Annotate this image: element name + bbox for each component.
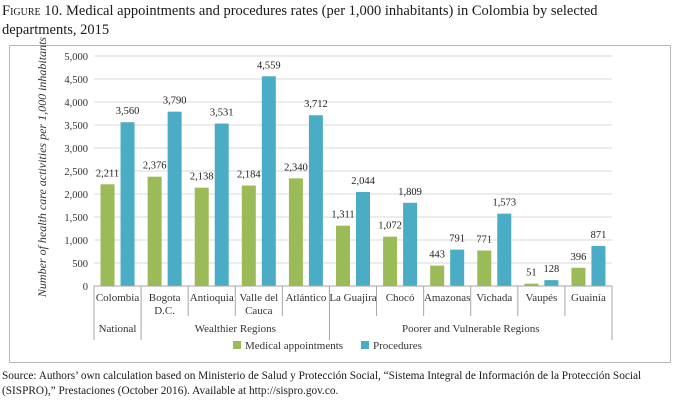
data-label: 3,712	[304, 99, 328, 110]
x-tick-label: Chocó	[386, 292, 415, 304]
figure-label: Figure 10.	[2, 3, 63, 19]
data-label: 2,211	[96, 168, 119, 179]
bar-medical-appointments	[241, 185, 256, 286]
x-tick-label: Amazonas	[424, 292, 470, 304]
data-label: 2,376	[143, 161, 167, 172]
bar-medical-appointments	[383, 236, 398, 286]
y-tick-label: 4,000	[64, 98, 88, 109]
y-tick-label: 2,000	[64, 190, 88, 201]
data-label: 771	[476, 235, 492, 246]
bar-medical-appointments	[147, 176, 162, 286]
x-tick-label: Antioquia	[190, 292, 234, 304]
y-tick-label: 500	[72, 259, 88, 270]
legend-swatch-medical-appointments	[233, 341, 241, 349]
legend-label: Procedures	[373, 340, 422, 352]
data-label: 2,044	[351, 176, 375, 187]
bar-procedures	[214, 123, 229, 286]
data-label: 396	[571, 252, 587, 263]
data-label: 2,184	[237, 170, 261, 181]
group-label: Wealthier Regions	[195, 323, 276, 335]
x-tick-label: Bogota	[149, 292, 181, 304]
y-tick-label: 3,000	[64, 144, 88, 155]
bar-medical-appointments	[288, 178, 303, 286]
bar-chart: 0 500 1,000 1,500 2,000 2,500 3,000 3,500 4,000 4…	[35, 37, 613, 352]
bar-procedures	[591, 245, 606, 286]
legend-label: Medical appointments	[245, 340, 343, 352]
bar-procedures	[308, 115, 323, 286]
data-label: 1,573	[492, 198, 516, 209]
bar-procedures	[167, 111, 182, 286]
x-tick-label: Valle del	[239, 292, 278, 304]
y-tick-label: 1,500	[64, 213, 88, 224]
chart-frame	[9, 45, 671, 363]
bar-procedures	[120, 122, 135, 287]
data-label: 128	[543, 264, 559, 275]
legend-swatch-procedures	[361, 341, 369, 349]
bar-medical-appointments	[571, 267, 586, 286]
y-tick-label: 1,000	[64, 236, 88, 247]
data-label: 51	[526, 268, 537, 279]
figure-source: Source: Authors’ own calculation based o…	[2, 370, 642, 397]
bar-medical-appointments	[194, 187, 209, 286]
y-tick-label: 4,500	[64, 75, 88, 86]
group-label: Poorer and Vulnerable Regions	[402, 323, 540, 335]
bar-procedures	[544, 280, 559, 286]
y-tick-label: 3,500	[64, 121, 88, 132]
x-tick-label: Guainía	[571, 292, 606, 304]
x-tick-label: D.C.	[154, 305, 175, 317]
x-tick-label: La Guajira	[329, 292, 376, 304]
data-label: 1,311	[331, 210, 354, 221]
bar-procedures	[403, 202, 418, 286]
bar-medical-appointments	[524, 283, 539, 286]
figure-title-text: Medical appointments and procedures rate…	[2, 3, 598, 38]
x-tick-label: Vichada	[476, 292, 512, 304]
data-label: 3,790	[163, 96, 187, 107]
data-label: 1,809	[398, 187, 422, 198]
data-label: 443	[429, 250, 445, 261]
bar-medical-appointments	[336, 225, 350, 286]
x-tick-label: Vaupés	[525, 292, 557, 304]
bar-procedures	[356, 191, 370, 286]
data-label: 3,560	[116, 106, 140, 117]
y-tick-label: 2,500	[64, 167, 88, 178]
x-tick-label: Colombia	[96, 292, 140, 304]
data-label: 3,531	[210, 108, 234, 119]
bar-medical-appointments	[477, 250, 492, 286]
figure-title: Figure 10. Medical appointments and proc…	[2, 2, 672, 40]
data-label: 2,340	[284, 162, 308, 173]
bar-procedures	[261, 76, 276, 286]
bar-procedures	[497, 213, 512, 286]
x-tick-label: Cauca	[245, 305, 273, 317]
data-label: 1,072	[378, 221, 402, 232]
data-label: 2,138	[190, 172, 214, 183]
data-label: 791	[449, 234, 465, 245]
y-tick-label: 5,000	[64, 52, 88, 63]
bar-medical-appointments	[430, 265, 445, 286]
data-label: 871	[591, 230, 607, 241]
x-tick-label: Atlántico	[285, 292, 326, 304]
data-label: 4,559	[257, 60, 281, 71]
y-axis-label: Number of health care activities per 1,0…	[35, 37, 49, 299]
group-label: National	[99, 323, 137, 335]
y-tick-label: 0	[83, 282, 88, 293]
bar-medical-appointments	[100, 184, 115, 286]
bar-procedures	[450, 249, 465, 286]
